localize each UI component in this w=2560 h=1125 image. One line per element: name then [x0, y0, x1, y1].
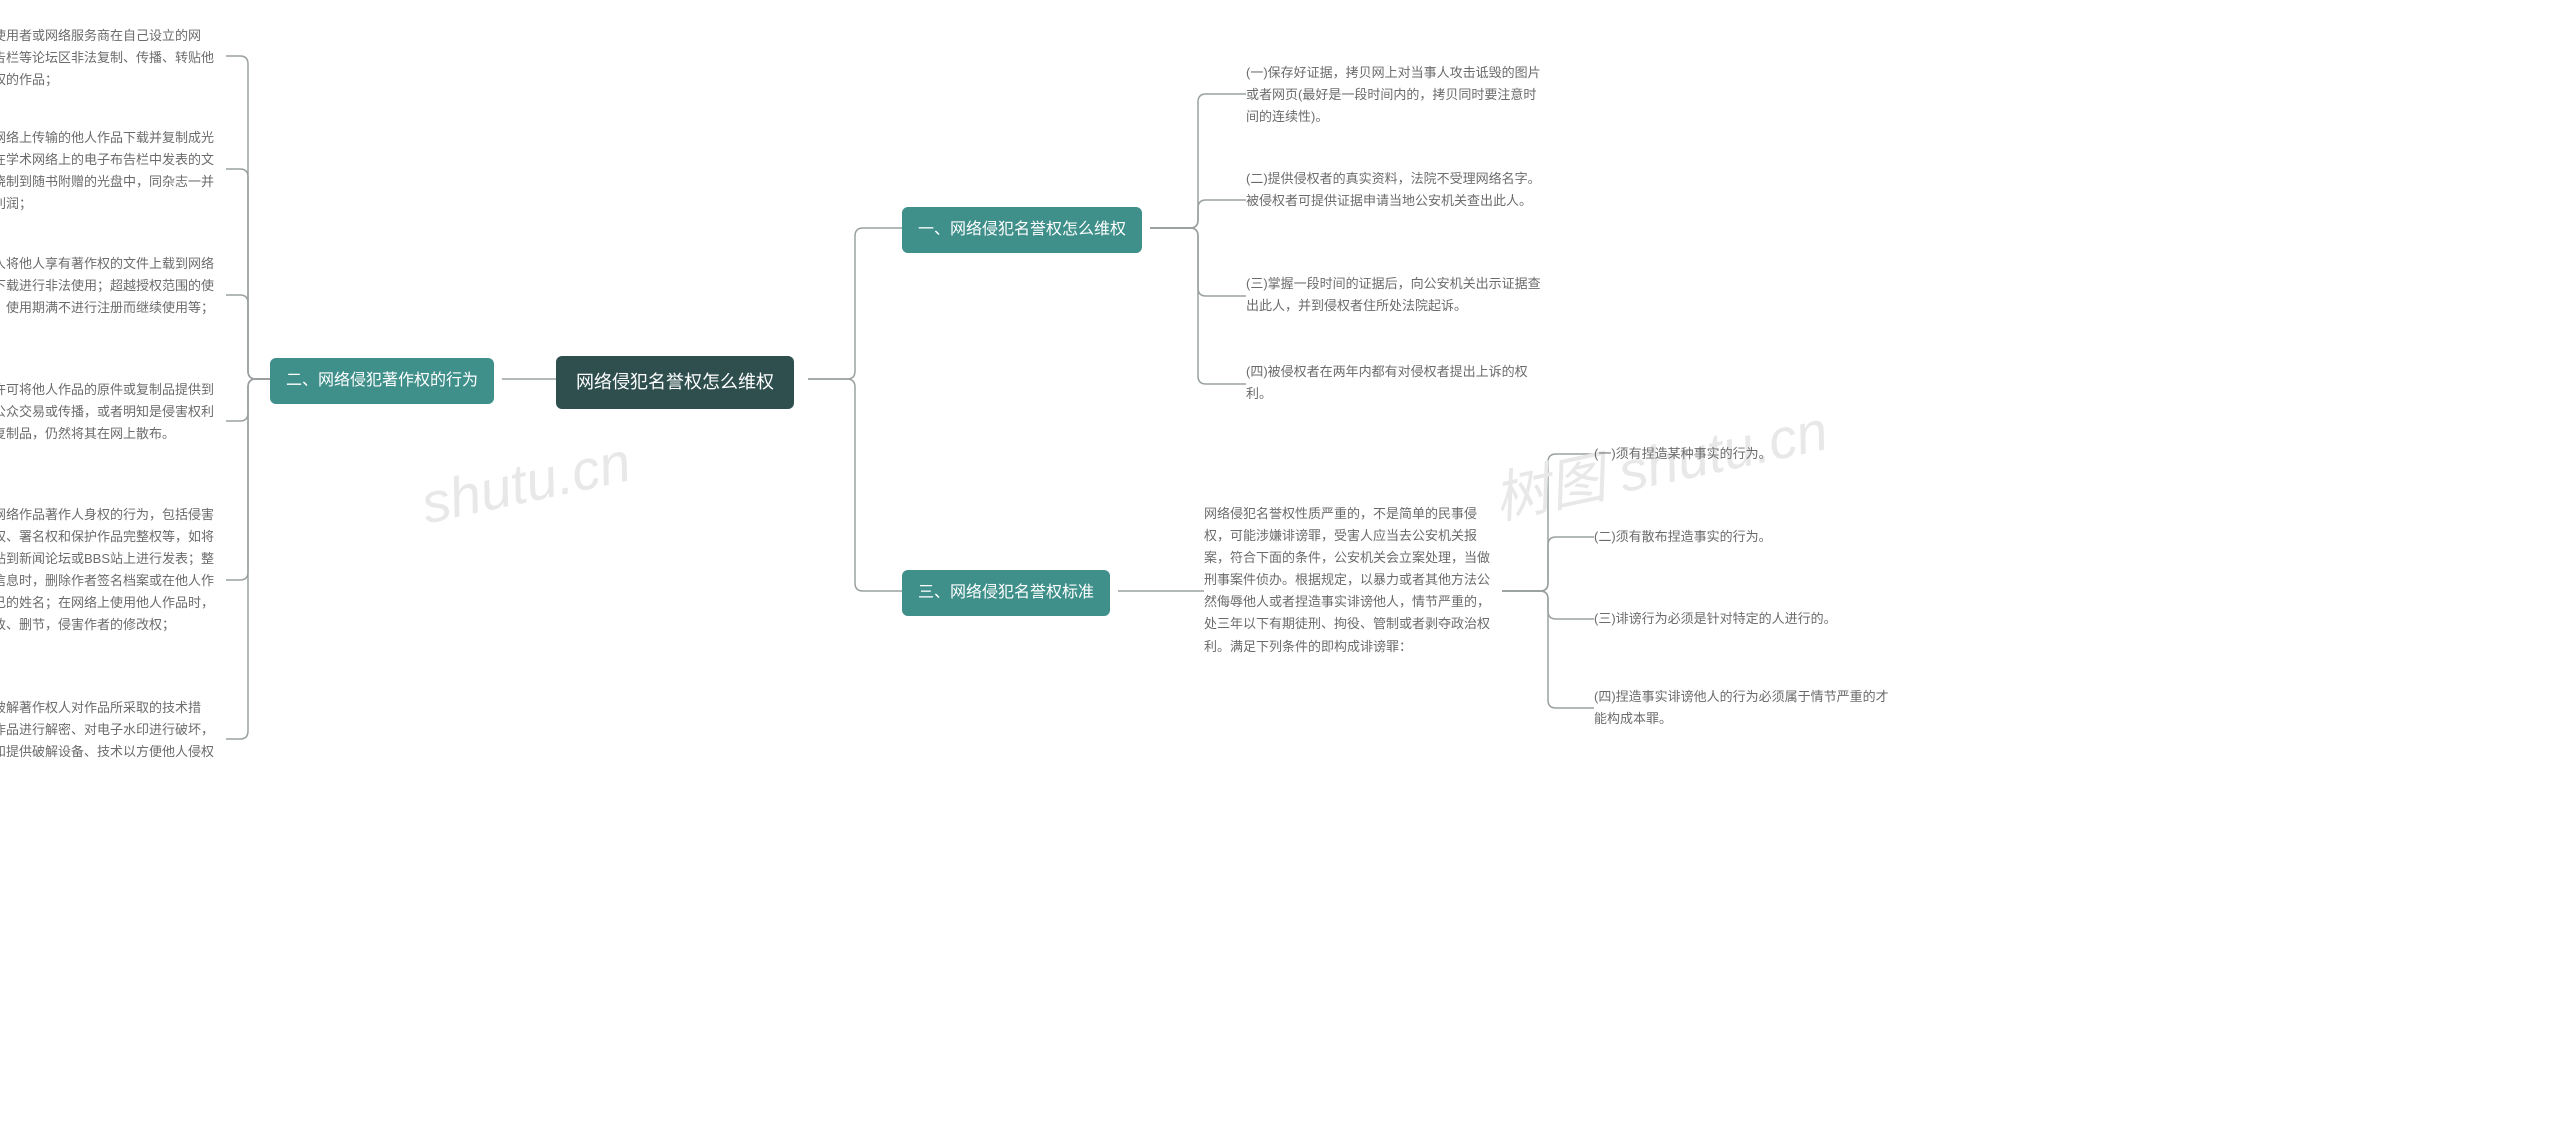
leaf-right-1-3: (四)捏造事实诽谤他人的行为必须属于情节严重的才能构成本罪。	[1594, 686, 1892, 730]
intermediate-right-1: 网络侵犯名誉权性质严重的，不是简单的民事侵权，可能涉嫌诽谤罪，受害人应当去公安机…	[1204, 503, 1502, 658]
leaf-left-0-4: （五）侵害网络作品著作人身权的行为，包括侵害作者的发表权、署名权和保护作品完整权…	[0, 504, 226, 637]
watermark: shutu.cn	[416, 429, 637, 537]
leaf-right-1-0: (一)须有捏造某种事实的行为。	[1594, 443, 1844, 465]
leaf-right-0-0: (一)保存好证据，拷贝网上对当事人攻击诋毁的图片或者网页(最好是一段时间内的，拷…	[1246, 62, 1544, 128]
branch-right-1: 三、网络侵犯名誉权标准	[902, 570, 1110, 616]
leaf-right-0-3: (四)被侵权者在两年内都有对侵权者提出上诉的权利。	[1246, 361, 1544, 405]
leaf-left-0-5: （六）擅自破解著作权人对作品所采取的技术措施，例如对作品进行解密、对电子水印进行…	[0, 697, 226, 785]
leaf-right-1-1: (二)须有散布捏造事实的行为。	[1594, 526, 1844, 548]
leaf-right-0-2: (三)掌握一段时间的证据后，向公安机关出示证据查出此人，并到侵权者住所处法院起诉…	[1246, 273, 1544, 317]
branch-left-0: 二、网络侵犯著作权的行为	[270, 358, 494, 404]
leaf-right-1-2: (三)诽谤行为必须是针对特定的人进行的。	[1594, 608, 1874, 630]
root-node: 网络侵犯名誉权怎么维权	[556, 356, 794, 409]
leaf-right-0-1: (二)提供侵权者的真实资料，法院不受理网络名字。被侵权者可提供证据申请当地公安机…	[1246, 168, 1544, 212]
leaf-left-0-3: （四）未经许可将他人作品的原件或复制品提供到网络上进行公众交易或传播，或者明知是…	[0, 379, 226, 445]
leaf-left-0-2: （三）行为人将他人享有著作权的文件上载到网络或从网络上下载进行非法使用；超越授权…	[0, 253, 226, 319]
branch-right-0: 一、网络侵犯名誉权怎么维权	[902, 207, 1142, 253]
leaf-left-0-0: （一）网络使用者或网络服务商在自己设立的网页、电子布告栏等论坛区非法复制、传播、…	[0, 25, 226, 91]
leaf-left-0-1: （二）将在网络上传输的他人作品下载并复制成光盘，例如将在学术网络上的电子布告栏中…	[0, 127, 226, 215]
